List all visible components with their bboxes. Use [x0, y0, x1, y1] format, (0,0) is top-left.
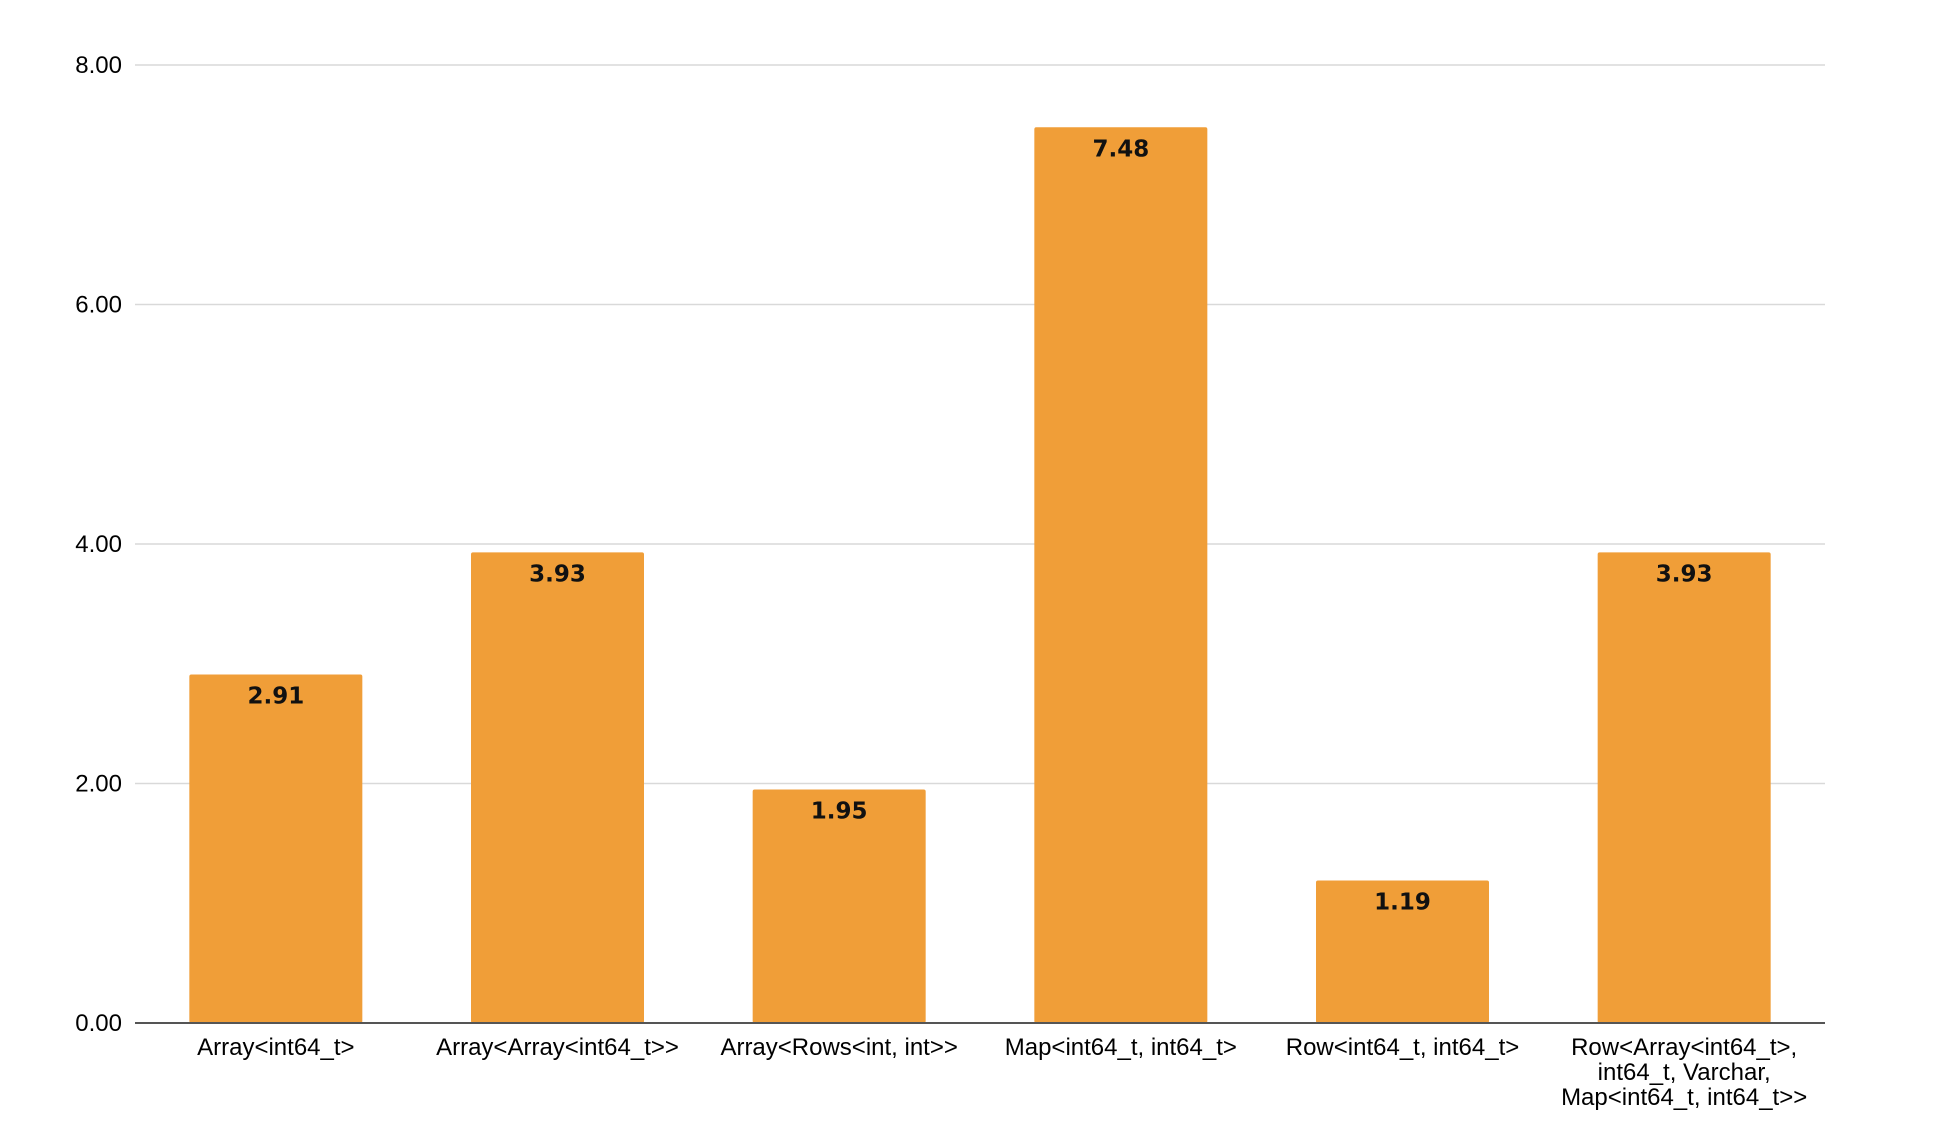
- x-category-label: Map<int64_t, int64_t>: [1005, 1034, 1237, 1061]
- data-label: 1.19: [1374, 889, 1431, 915]
- y-tick-label: 8.00: [75, 52, 122, 79]
- x-axis-category-labels: Array<int64_t> Array<Array<int64_t>> Array…: [197, 1034, 1807, 1111]
- data-label: 7.48: [1092, 136, 1149, 162]
- bar: [471, 552, 644, 1023]
- y-tick-label: 4.00: [75, 531, 122, 558]
- data-label: 1.95: [811, 798, 868, 824]
- data-label: 3.93: [529, 561, 586, 587]
- data-label: 2.91: [247, 684, 304, 710]
- bars: [189, 127, 1771, 1023]
- gridlines: [135, 64, 1825, 785]
- bar: [1597, 552, 1771, 1023]
- bar: [1316, 880, 1489, 1023]
- y-tick-label: 2.00: [75, 771, 122, 798]
- bar: [1034, 127, 1208, 1023]
- data-labels: 2.91 3.93 1.95 7.48 1.19 3.93: [247, 136, 1712, 915]
- x-category-label: int64_t, Varchar,: [1598, 1059, 1771, 1086]
- x-category-label: Array<int64_t>: [197, 1034, 354, 1061]
- data-label: 3.93: [1656, 561, 1713, 587]
- y-tick-label: 0.00: [75, 1010, 122, 1037]
- x-category-label: Array<Rows<int, int>>: [720, 1034, 957, 1061]
- y-tick-label: 6.00: [75, 292, 122, 319]
- y-axis-tick-labels: 0.00 2.00 4.00 6.00 8.00: [75, 52, 122, 1037]
- x-category-label: Array<Array<int64_t>>: [436, 1034, 679, 1061]
- x-category-label: Row<Array<int64_t>,: [1571, 1034, 1797, 1061]
- bar: [752, 789, 926, 1023]
- bar: [189, 674, 363, 1023]
- x-category-label: Map<int64_t, int64_t>>: [1561, 1084, 1807, 1111]
- x-category-label: Row<int64_t, int64_t>: [1286, 1034, 1520, 1061]
